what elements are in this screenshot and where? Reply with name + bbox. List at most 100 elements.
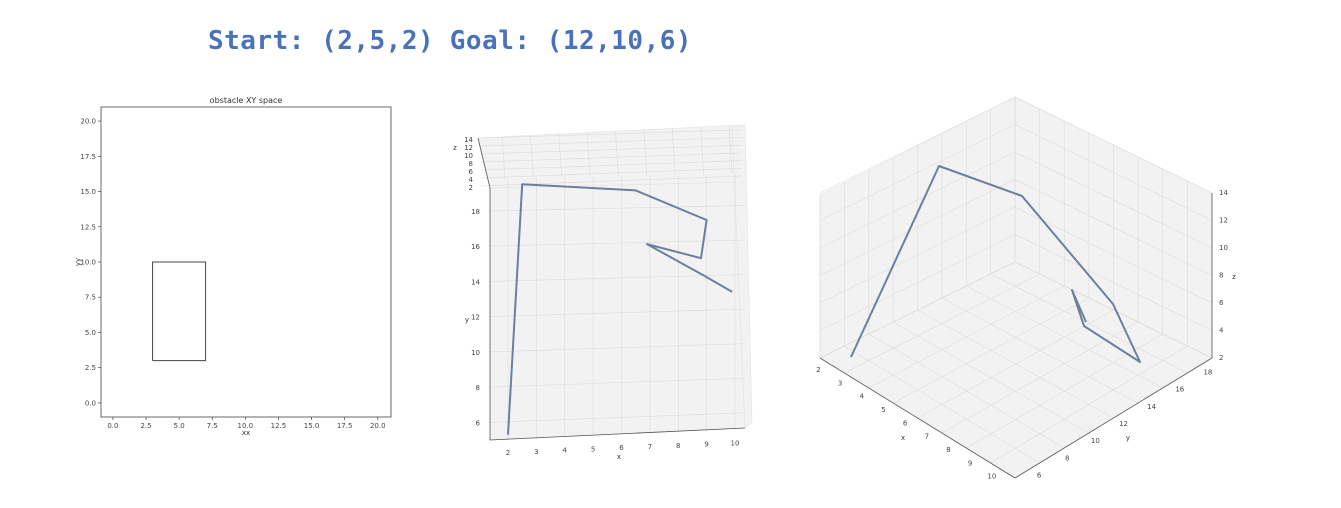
grid-line — [489, 205, 746, 212]
y-tick-label: 10 — [1091, 437, 1100, 445]
z-grid-line — [480, 152, 743, 163]
start-label: Start: (2,5,2) — [208, 26, 435, 56]
z-tick-label: 14 — [1219, 189, 1228, 197]
grid-line — [990, 273, 1188, 374]
obstacle-xy-chart: 0.0 2.5 5.0 7.5 10.0 12.5 15.0 17.5 20.0 0.0 2.5 5… — [74, 96, 392, 437]
x-tick-label: 15.0 — [304, 422, 320, 430]
y-axis-label: y — [1126, 434, 1130, 442]
grid-line — [700, 127, 704, 175]
y-tick-label: 10.0 — [80, 259, 96, 267]
grid-line — [1014, 96, 1213, 194]
x-axis-label: x — [617, 453, 621, 461]
y-tick-label: 16 — [1175, 386, 1184, 394]
x-tick-label: 3 — [838, 379, 842, 387]
grid-line — [819, 151, 1016, 249]
y-tick-label: 14 — [1147, 403, 1156, 411]
z-axis-label: z — [1232, 273, 1236, 281]
grid-line — [1014, 234, 1213, 331]
grid-line — [966, 285, 1163, 389]
z-tick-label: 4 — [469, 176, 474, 184]
z-grid-line — [480, 160, 743, 171]
y-axis-label: y — [465, 316, 469, 324]
x-tick-label: 4 — [563, 447, 568, 455]
x-axis-label: xx — [242, 429, 250, 437]
obstacle-rectangle — [152, 261, 207, 362]
x-tick-label: 8 — [946, 446, 950, 454]
z-grid-line — [481, 129, 743, 139]
x-tick-label: 7 — [648, 443, 652, 451]
x-axis-line — [819, 357, 1016, 479]
start-goal-headline: Start: (2,5,2) Goal: (12,10,6) — [208, 26, 708, 56]
x-tick-label: 8 — [676, 442, 680, 450]
y-axis-label: yy — [74, 258, 82, 266]
x-tick-label: 10 — [987, 473, 996, 481]
grid-line — [1014, 124, 1213, 221]
grid-line — [558, 134, 563, 178]
x-tick-label: 6 — [903, 419, 908, 427]
z-tick-label: 10 — [464, 152, 473, 160]
y-tick-label: 18 — [1203, 369, 1212, 377]
chart-frame — [100, 106, 392, 418]
z-tick-label: 6 — [1219, 299, 1224, 307]
y-axis-line — [1014, 357, 1213, 479]
z-axis-label: z — [453, 144, 457, 152]
z-tick-label: 12 — [1219, 217, 1228, 225]
side-pane — [731, 124, 753, 429]
path-line — [850, 165, 1141, 363]
y-tick-label: 5.0 — [85, 329, 96, 337]
grid-line — [1014, 206, 1213, 304]
x-tick-label: 2 — [816, 366, 820, 374]
grid-line — [1014, 261, 1213, 359]
x-tick-label: 6 — [619, 444, 624, 452]
y-tick-label: 17.5 — [80, 153, 96, 161]
z-tick-label: 12 — [464, 144, 473, 152]
grid-line — [586, 132, 591, 177]
y-tick-label: 8 — [1065, 454, 1069, 462]
z-tick-label: 4 — [1219, 327, 1224, 335]
x-tick-label: 0.0 — [107, 422, 118, 430]
y-tick-label: 18 — [471, 208, 480, 216]
z-tick-label: 14 — [464, 136, 473, 144]
y-tick-label: 10 — [471, 349, 480, 357]
chart-title: obstacle XY space — [210, 96, 283, 105]
grid-line — [489, 412, 746, 423]
x-tick-label: 5 — [591, 445, 595, 453]
z-tick-label: 8 — [469, 160, 473, 168]
grid-line — [489, 377, 746, 388]
grid-line — [615, 131, 619, 177]
y-tick-label: 14 — [471, 278, 480, 286]
grid-line — [941, 297, 1139, 404]
y-tick-label: 15.0 — [80, 188, 96, 196]
z-tick-label: 2 — [1219, 354, 1223, 362]
x-tick-label: 5 — [881, 406, 885, 414]
x-tick-label: 2.5 — [140, 422, 151, 430]
x-tick-label: 2 — [506, 449, 510, 457]
y-tick-label: 16 — [471, 243, 480, 251]
grid-line — [819, 179, 1016, 276]
x-tick-label: 10.0 — [238, 422, 254, 430]
y-tick-label: 6 — [476, 419, 481, 427]
path-line — [507, 183, 733, 435]
path-3d-perspective-view: 2 3 4 5 6 7 8 9 10 6 8 10 12 14 16 18 2 4 6 8 10 12 14 x y z — [816, 96, 1236, 481]
y-tick-label: 12.5 — [80, 223, 96, 231]
grid-line — [1014, 151, 1213, 249]
z-tick-label: 10 — [1219, 244, 1228, 252]
grid-line — [990, 345, 1188, 464]
grid-line — [819, 124, 1016, 221]
x-tick-label: 12.5 — [271, 422, 287, 430]
y-tick-label: 0.0 — [85, 399, 96, 407]
grid-line — [819, 206, 1016, 304]
y-tick-label: 2.5 — [85, 364, 96, 372]
grid-line — [489, 343, 746, 353]
z-tick-label: 2 — [469, 184, 473, 192]
grid-line — [489, 239, 746, 247]
y-tick-label: 12 — [1119, 420, 1128, 428]
grid-line — [728, 125, 733, 174]
grid-line — [530, 135, 534, 179]
z-grid-line — [481, 144, 743, 155]
grid-line — [489, 308, 746, 317]
z-axis-line — [477, 137, 491, 189]
grid-line — [643, 129, 648, 176]
grid-line — [917, 309, 1114, 419]
